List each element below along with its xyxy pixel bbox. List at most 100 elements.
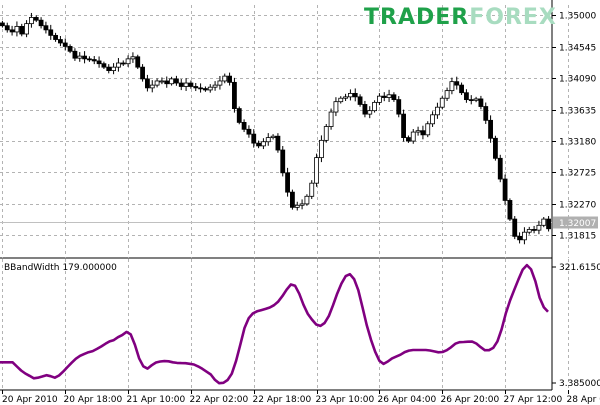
candle-bull xyxy=(319,139,324,159)
candle-bear xyxy=(53,34,58,40)
candle-bear xyxy=(256,142,261,147)
candle-bear xyxy=(406,137,411,142)
price-tick-label: 1.34090 xyxy=(559,75,596,85)
candle-bull xyxy=(386,94,392,98)
candle-bear xyxy=(0,22,5,27)
time-tick-label: 22 Apr 02:00 xyxy=(190,395,249,405)
candle-bull xyxy=(415,130,421,133)
candle-bear xyxy=(420,130,426,136)
candle-bear xyxy=(33,17,39,21)
time-tick-label: 22 Apr 18:00 xyxy=(253,395,312,405)
candle-bull xyxy=(410,131,416,142)
candle-bear xyxy=(497,157,503,180)
time-tick-label: 23 Apr 10:00 xyxy=(316,395,375,405)
candle-bull xyxy=(207,86,213,91)
candle-bear xyxy=(507,200,513,220)
candle-bear xyxy=(120,62,126,65)
candle-bull xyxy=(522,231,527,241)
candle-bull xyxy=(183,82,189,87)
candle-bear xyxy=(546,218,551,230)
candle-bear xyxy=(67,46,73,52)
price-tick-label: 1.35000 xyxy=(559,12,596,22)
candle-bear xyxy=(352,92,358,98)
candle-bear xyxy=(174,78,179,84)
candle-bull xyxy=(323,126,329,141)
candle-bear xyxy=(198,87,203,90)
candle-bull xyxy=(125,58,131,65)
candle-bear xyxy=(193,86,199,89)
time-tick-label: 28 Apr 04:00 xyxy=(567,395,600,405)
candle-bull xyxy=(111,66,116,72)
candle-bull xyxy=(541,218,547,226)
candle-bull xyxy=(435,106,440,116)
candle-bull xyxy=(430,114,435,125)
candle-bull xyxy=(116,62,121,68)
candle-bear xyxy=(96,60,102,65)
candle-bear xyxy=(87,58,92,61)
candle-bull xyxy=(159,80,165,83)
candle-bear xyxy=(478,98,484,107)
candle-bull xyxy=(169,78,174,85)
candle-bull xyxy=(439,97,445,108)
candle-bear xyxy=(396,99,402,115)
candle-bear xyxy=(101,63,107,68)
candle-bull xyxy=(449,81,455,92)
candle-bear xyxy=(493,137,498,159)
candle-bear xyxy=(381,95,387,98)
indicator-min-label: 3.385000 xyxy=(559,379,600,389)
price-tick-label: 1.33635 xyxy=(559,107,596,117)
price-tick-label: 1.31815 xyxy=(559,232,596,242)
candle-bear xyxy=(38,19,44,27)
time-tick-label: 27 Apr 12:00 xyxy=(504,395,563,405)
candle-bull xyxy=(348,92,353,98)
candle-bull xyxy=(309,182,315,197)
candle-bull xyxy=(29,17,34,25)
price-tick-label: 1.34545 xyxy=(559,44,596,54)
indicator-value: 179.000000 xyxy=(62,263,117,273)
price-tick-label: 1.32270 xyxy=(559,201,596,211)
candle-bear xyxy=(48,29,54,36)
candle-bear xyxy=(512,218,518,237)
indicator-label: BBandWidth 179.000000 xyxy=(4,263,120,273)
candle-bull xyxy=(154,80,160,86)
candle-bull xyxy=(261,141,266,147)
candle-bull xyxy=(212,84,218,88)
candle-bear xyxy=(188,82,194,87)
indicator-max-label: 321.615000 xyxy=(559,263,600,273)
candle-bull xyxy=(24,23,29,35)
candle-bull xyxy=(265,137,271,143)
candle-bear xyxy=(531,229,537,231)
candle-bear xyxy=(488,119,493,139)
candle-bear xyxy=(58,39,63,44)
candle-bear xyxy=(203,88,208,91)
candle-bull xyxy=(149,84,155,89)
candle-bull xyxy=(314,157,319,184)
candle-bear xyxy=(232,81,237,109)
candle-bear xyxy=(106,66,112,72)
candle-bear xyxy=(9,29,15,33)
candle-bull xyxy=(14,26,20,33)
time-tick-label: 20 Apr 18:00 xyxy=(64,395,123,405)
candle-bear xyxy=(464,92,469,101)
candle-bear xyxy=(82,55,87,60)
candle-bull xyxy=(367,110,373,115)
logo-text-primary: TRADER xyxy=(364,5,470,30)
candle-bear xyxy=(236,108,242,123)
candle-bear xyxy=(459,84,464,94)
candle-bear xyxy=(241,122,247,130)
candle-bull xyxy=(343,96,348,99)
last-price-label: 1.32007 xyxy=(559,219,596,229)
candle-bear xyxy=(62,42,68,47)
candle-bear xyxy=(145,78,150,89)
candle-bull xyxy=(299,203,305,206)
candle-bear xyxy=(502,178,508,201)
candle-bull xyxy=(222,75,228,82)
candle-bear xyxy=(357,96,363,105)
candle-bull xyxy=(130,56,136,60)
candle-bull xyxy=(425,123,431,136)
candle-bear xyxy=(43,25,49,31)
price-tick-label: 1.32725 xyxy=(559,169,596,179)
candle-bear xyxy=(246,128,252,135)
candle-bull xyxy=(328,111,334,127)
